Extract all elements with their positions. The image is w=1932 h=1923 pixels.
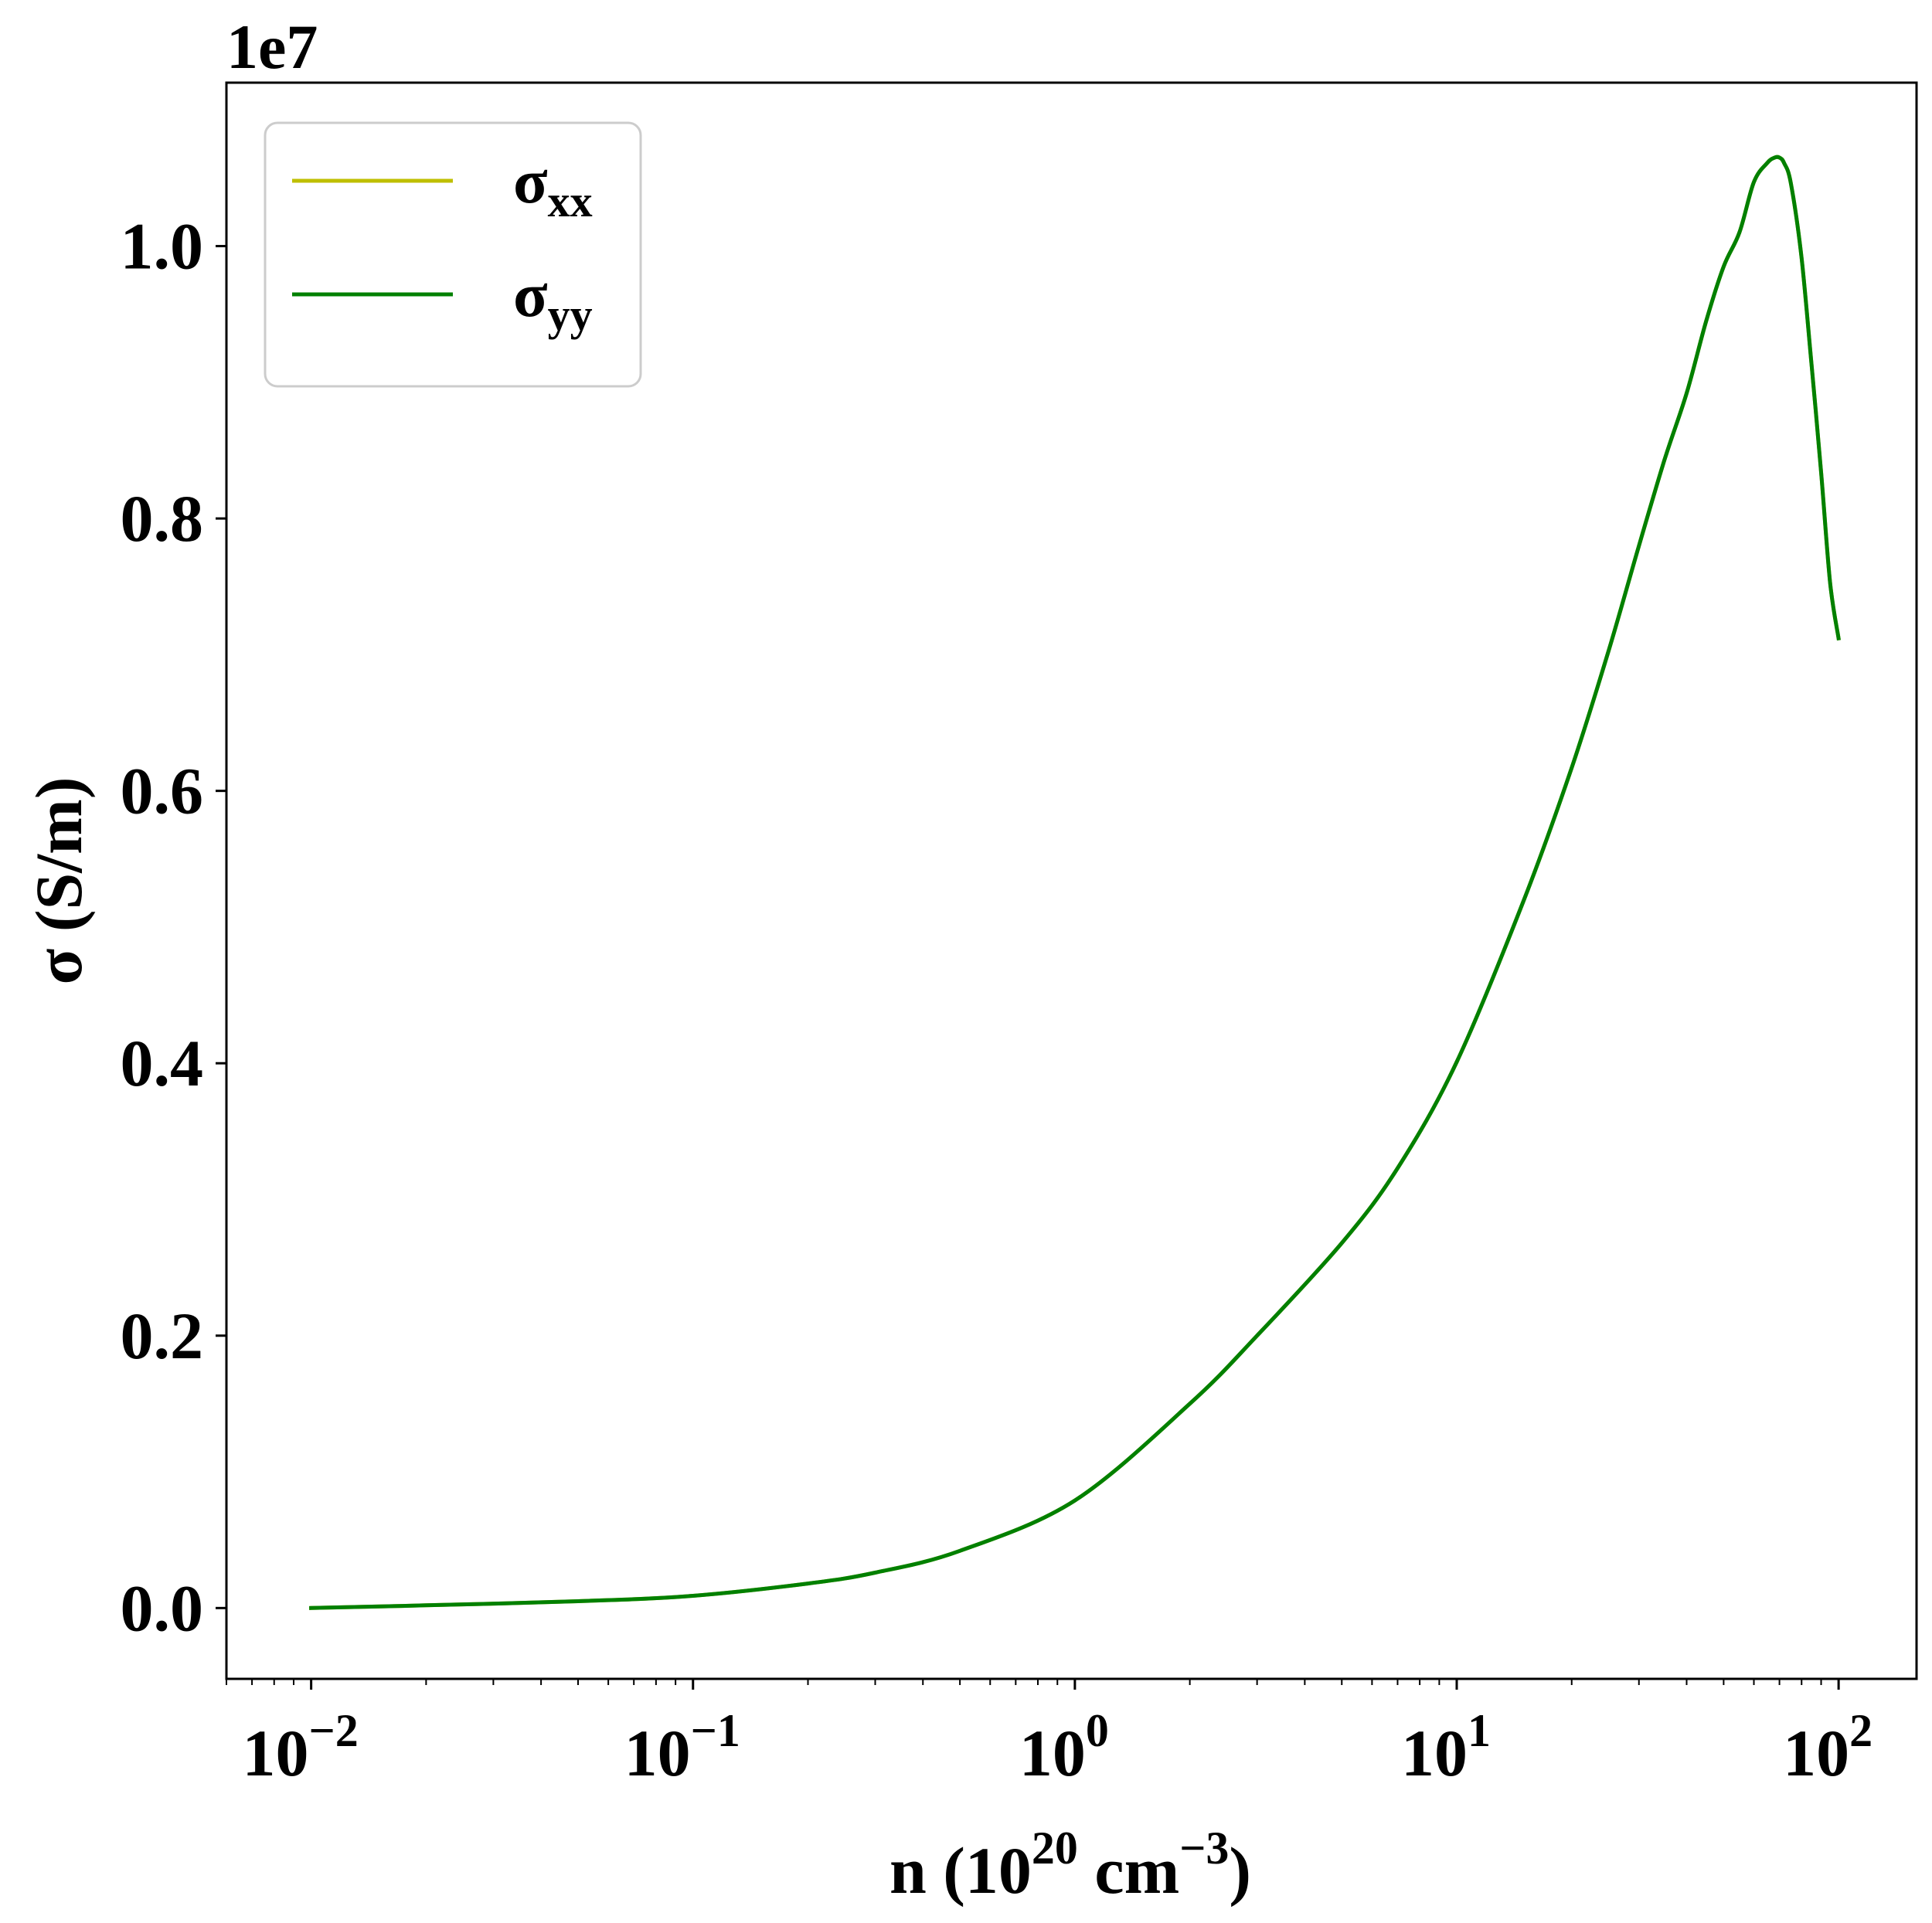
y-tick-label: 1.0 [121,209,204,284]
legend-label-sigma-xx-base: σ [513,146,548,216]
x-axis-label-sup2: −3 [1179,1823,1229,1874]
legend-label-sigma-xx-sub: xx [548,176,593,226]
x-axis-label-prefix: n (10 [889,1833,1032,1908]
legend-label-sigma-xx: σxx [513,146,593,226]
y-tick-label: 0.2 [121,1299,204,1373]
y-tick-label: 0.0 [121,1571,204,1645]
x-tick-label-exponent: 2 [1849,1705,1872,1756]
y-axis-label: σ (S/m) [22,777,96,985]
x-axis: 10−2 10−1 100 101 102 [226,1679,1872,1790]
x-tick-label-base: 10 [243,1716,309,1790]
x-tick-label-exponent: −2 [309,1705,359,1756]
x-tick-label-exponent: −1 [691,1705,740,1756]
x-axis-label: n (1020 cm−3) [889,1823,1251,1908]
y-tick-label: 0.6 [121,754,204,828]
y-tick-label: 0.4 [121,1026,204,1100]
x-tick-label: 102 [1783,1705,1872,1790]
x-tick-label: 10−1 [624,1705,740,1790]
plot-frame [225,81,1918,1680]
x-tick-label-base: 10 [1783,1716,1849,1790]
y-offset-text: 1e7 [226,12,318,82]
x-tick-label: 10−2 [243,1705,359,1790]
x-axis-label-mid: cm [1078,1833,1179,1908]
y-axis: 0.0 0.2 0.4 0.6 0.8 1.0 [121,209,226,1645]
y-tick-label: 0.8 [121,481,204,555]
x-axis-label-suffix: ) [1229,1833,1251,1908]
x-tick-label-base: 10 [1019,1716,1086,1790]
legend-label-sigma-yy-sub: yy [548,290,593,340]
series-line-sigma-yy [309,155,1841,1610]
x-tick-label-base: 10 [1401,1716,1468,1790]
x-tick-label-exponent: 1 [1468,1705,1491,1756]
legend-label-sigma-yy-base: σ [513,260,548,330]
x-tick-label-exponent: 0 [1086,1705,1109,1756]
legend-frame [264,121,642,388]
x-tick-label: 101 [1401,1705,1491,1790]
x-axis-label-sup1: 20 [1032,1823,1078,1874]
x-tick-label: 100 [1019,1705,1109,1790]
series-layer [309,155,1841,1610]
x-tick-label-base: 10 [624,1716,691,1790]
legend-label-sigma-yy: σyy [513,260,593,340]
legend: σxx σyy [264,121,642,388]
